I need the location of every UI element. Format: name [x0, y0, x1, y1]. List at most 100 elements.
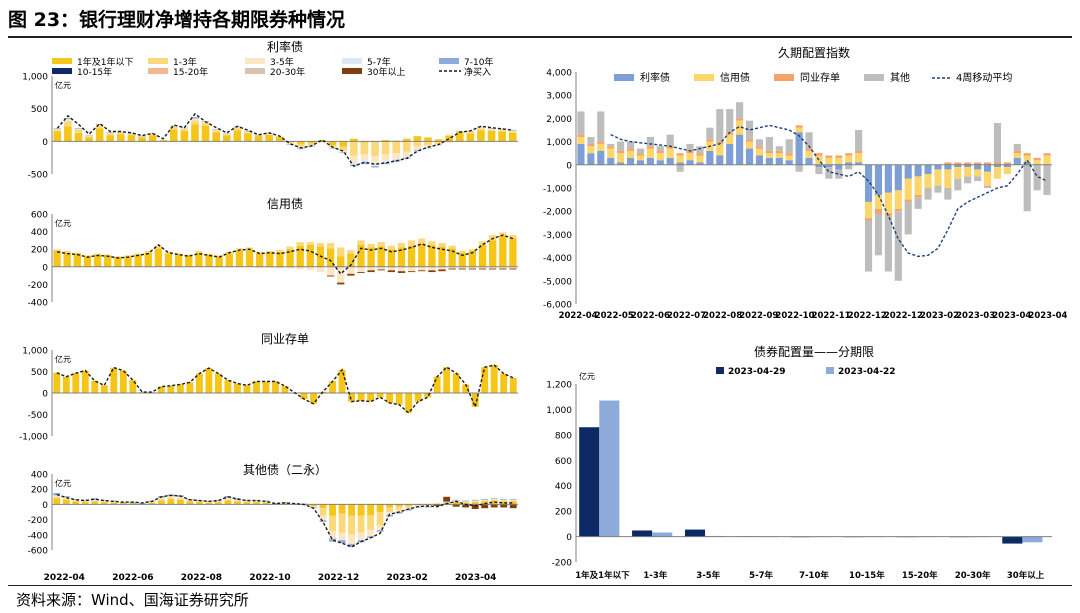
bar-segment: [307, 141, 316, 144]
bar-segment: [478, 241, 487, 245]
bar-segment: [234, 501, 241, 505]
bar-segment: [1023, 153, 1031, 156]
bar-segment: [195, 373, 203, 393]
bar-segment: [874, 208, 883, 214]
bar-segment: [233, 130, 242, 142]
bar-segment: [686, 153, 694, 161]
bar-segment: [466, 132, 475, 134]
title-rule: [8, 36, 1072, 38]
bar-segment: [224, 497, 232, 500]
bar-segment: [95, 125, 104, 126]
chart-title: 同业存单: [261, 332, 309, 346]
bar: [1002, 536, 1023, 544]
y-tick-label: -600: [28, 547, 49, 557]
bar-segment: [1033, 157, 1041, 161]
bar-segment: [607, 148, 615, 158]
bar-segment: [706, 139, 714, 142]
bar-segment: [275, 136, 284, 142]
x-tick-label: 2022-11: [812, 311, 851, 321]
x-tick-label: 2023-04: [992, 311, 1031, 321]
y-tick-label: 1,000: [22, 73, 48, 83]
bar-segment: [253, 501, 260, 503]
bar-segment: [205, 253, 213, 255]
x-tick-label: 1-3年: [643, 570, 667, 581]
bar-segment: [154, 245, 163, 249]
bar-segment: [577, 143, 585, 165]
bar-segment: [490, 504, 498, 508]
bar-segment: [167, 496, 175, 498]
bar-segment: [954, 178, 962, 191]
bar-segment: [215, 373, 222, 393]
bar-segment: [775, 150, 783, 154]
legend-swatch: [342, 58, 362, 64]
bar-segment: [424, 393, 432, 398]
bar-segment: [262, 502, 270, 505]
bar-segment: [487, 130, 496, 142]
bar-segment: [338, 504, 346, 514]
bar-segment: [134, 253, 142, 255]
bar-segment: [498, 129, 506, 131]
bar-segment: [233, 127, 242, 129]
bar-segment: [405, 507, 413, 509]
bar-segment: [167, 499, 175, 505]
bar-segment: [434, 145, 443, 146]
bar-segment: [405, 504, 413, 506]
bar-segment: [329, 515, 336, 531]
bar-segment: [407, 271, 416, 273]
bar-segment: [835, 164, 843, 170]
bar-segment: [477, 127, 485, 129]
y-tick-label: -6,000: [543, 301, 572, 311]
bar-segment: [499, 236, 507, 267]
bar-segment: [95, 124, 104, 126]
bar-segment: [328, 147, 337, 149]
bar-segment: [499, 266, 507, 269]
bar-segment: [395, 512, 403, 514]
bar-segment: [124, 256, 132, 267]
bar-segment: [286, 266, 294, 269]
bar-segment: [106, 132, 115, 133]
x-tick-label: 2023-03: [956, 311, 995, 321]
bar-segment: [1013, 157, 1021, 165]
bar-segment: [597, 141, 605, 144]
bar-segment: [455, 131, 464, 132]
bar-segment: [244, 133, 252, 142]
bar-segment: [53, 128, 62, 129]
bar-segment: [458, 268, 466, 270]
bar-segment: [234, 499, 241, 501]
bar-segment: [696, 162, 704, 165]
bar: [1022, 536, 1043, 543]
bar-segment: [297, 141, 305, 144]
bar-segment: [755, 139, 764, 147]
bar-segment: [266, 250, 274, 253]
bar-segment: [310, 504, 317, 506]
bar-segment: [617, 162, 625, 165]
x-tick-label: 2022-10: [249, 573, 290, 583]
bar-segment: [357, 504, 365, 516]
bar-segment: [964, 176, 972, 184]
bar-segment: [487, 128, 496, 130]
bar-segment: [195, 252, 203, 267]
bar-segment: [127, 133, 136, 135]
bar-segment: [413, 146, 422, 150]
bar-segment: [72, 500, 80, 502]
y-tick-label: 0: [42, 138, 48, 148]
x-tick-label: 2022-10: [775, 311, 814, 321]
bar-segment: [191, 118, 199, 120]
legend-label: 1年及1年以下: [77, 56, 133, 68]
bar-segment: [656, 153, 664, 161]
legend-swatch: [342, 68, 362, 74]
credit-bond-panel: 600 400 200 0 -200 -400 亿元 信用债: [28, 197, 518, 309]
bar-segment: [443, 367, 451, 393]
bar-segment: [974, 169, 982, 177]
bar-segment: [144, 250, 152, 253]
bar-segment: [490, 499, 498, 501]
bar-segment: [462, 502, 470, 503]
bar-segment: [755, 148, 764, 156]
bar-segment: [696, 146, 704, 154]
bar-segment: [387, 270, 396, 273]
bar-segment: [577, 136, 585, 144]
bar-segment: [904, 199, 912, 202]
bar-segment: [256, 253, 264, 267]
bar-segment: [357, 515, 365, 533]
legend-label: 30年以上: [367, 66, 405, 78]
